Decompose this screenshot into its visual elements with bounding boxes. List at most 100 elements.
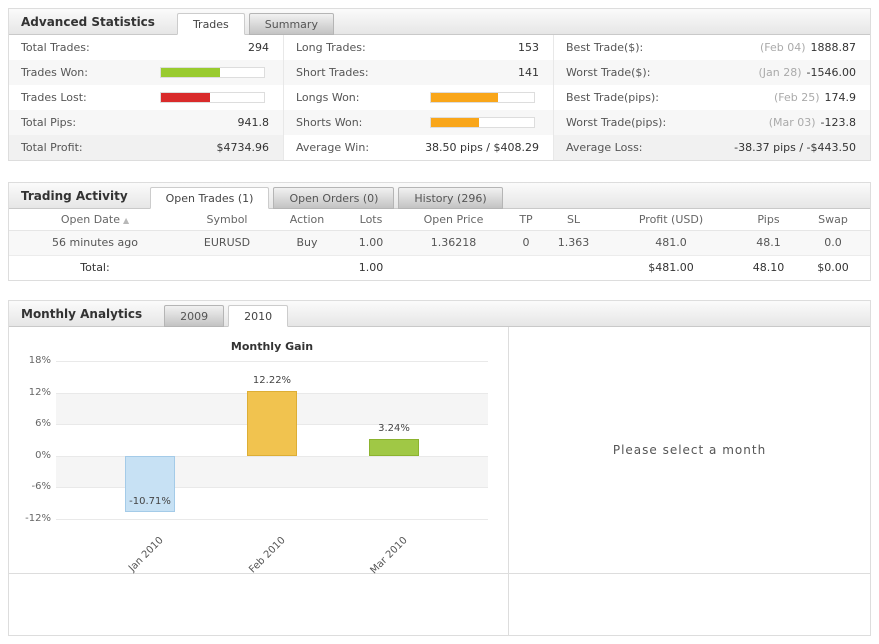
grid-line	[56, 455, 488, 457]
cell-pips: 48.1	[741, 230, 796, 256]
y-tick-label: 12%	[28, 386, 51, 398]
stat-number: 174.9	[824, 91, 857, 104]
select-month-placeholder: Please select a month	[612, 443, 767, 457]
stat-value: (Mar 03) -123.8	[769, 116, 856, 129]
stats-grid: Total Trades: 294 Trades Won: Trades Los…	[9, 35, 870, 160]
stat-long-trades: Long Trades: 153	[284, 35, 553, 60]
trading-activity-panel: Trading Activity Open Trades (1) Open Or…	[8, 182, 871, 281]
trades-won-bar-fill	[161, 68, 220, 77]
stats-column-3: Best Trade($): (Feb 04) 1888.87 Worst Tra…	[553, 35, 870, 160]
chart-title: Monthly Gain	[230, 340, 314, 353]
stat-label: Best Trade($):	[566, 41, 644, 54]
header-label: Open Date	[60, 212, 120, 226]
total-swap: $0.00	[817, 261, 849, 275]
tab-open-orders[interactable]: Open Orders (0)	[273, 187, 395, 209]
cell-symbol: EURUSD	[181, 230, 273, 256]
stat-value: 294	[248, 41, 269, 54]
stat-value: (Feb 25) 174.9	[774, 91, 856, 104]
grid-band	[56, 455, 488, 488]
header-lots[interactable]: Lots	[341, 209, 401, 231]
stat-label: Total Trades:	[21, 41, 90, 54]
advanced-statistics-title: Advanced Statistics	[21, 14, 155, 29]
stat-value: 141	[518, 66, 539, 79]
total-row: Total: 1.00 $481.00 48.10 $0.00	[9, 255, 870, 280]
stat-date: (Feb 04)	[759, 41, 806, 54]
empty-cell	[273, 255, 341, 280]
monthly-gain-chart: Monthly Gain 18% 12% 6% 0% -6% -12% -10.71% 12…	[9, 327, 509, 576]
header-tp[interactable]: TP	[506, 209, 546, 231]
stat-longs-won: Longs Won:	[284, 85, 553, 110]
advanced-statistics-header: Advanced Statistics Trades Summary	[9, 9, 870, 35]
empty-cell	[506, 255, 546, 280]
stat-value: -38.37 pips / -$443.50	[734, 141, 856, 154]
grid-line	[56, 519, 488, 520]
monthly-analytics-title: Monthly Analytics	[21, 306, 143, 321]
total-lots: 1.00	[358, 261, 384, 275]
cell-lots: 1.00	[341, 230, 401, 256]
tab-trades[interactable]: Trades	[176, 13, 245, 35]
stat-label: Long Trades:	[296, 41, 366, 54]
tab-history[interactable]: History (296)	[398, 187, 503, 209]
y-tick-label: -12%	[25, 513, 51, 524]
header-swap[interactable]: Swap	[796, 209, 870, 231]
stat-worst-trade-pips: Worst Trade(pips): (Mar 03) -123.8	[554, 110, 870, 135]
chart-bar-jan-2010[interactable]	[125, 455, 175, 513]
empty-cell	[181, 255, 273, 280]
advanced-statistics-panel: Advanced Statistics Trades Summary Total…	[8, 8, 871, 161]
trading-activity-header: Trading Activity Open Trades (1) Open Or…	[9, 183, 870, 209]
stat-number: -123.8	[820, 116, 856, 129]
stat-label: Worst Trade($):	[566, 66, 651, 79]
tab-summary[interactable]: Summary	[248, 13, 334, 35]
stat-worst-trade-usd: Worst Trade($): (Jan 28) -1546.00	[554, 60, 870, 85]
shorts-won-bar	[430, 117, 535, 128]
stat-label: Short Trades:	[296, 66, 369, 79]
header-open-price[interactable]: Open Price	[401, 209, 506, 231]
trades-lost-bar-fill	[161, 93, 211, 102]
month-detail-panel: Please select a month	[509, 327, 870, 573]
header-open-date[interactable]: Open Date ▲	[9, 209, 181, 231]
grid-line	[56, 487, 488, 489]
y-tick-label: 18%	[28, 355, 51, 366]
stat-average-win: Average Win: 38.50 pips / $408.29	[284, 135, 553, 160]
stat-value: $4734.96	[216, 141, 270, 154]
bottom-left-cell	[9, 574, 509, 635]
cell-open-date: 56 minutes ago	[9, 230, 181, 256]
header-symbol[interactable]: Symbol	[181, 209, 273, 231]
sort-ascending-icon: ▲	[123, 215, 130, 225]
header-profit[interactable]: Profit (USD)	[601, 209, 741, 231]
trading-activity-title: Trading Activity	[21, 188, 128, 203]
tab-2009[interactable]: 2009	[164, 305, 225, 327]
chart-bar-feb-2010[interactable]	[247, 391, 297, 456]
cell-sl: 1.363	[546, 230, 601, 256]
y-tick-label: 6%	[35, 418, 51, 430]
tab-2010[interactable]: 2010	[228, 305, 289, 327]
y-tick-label: 0%	[35, 449, 51, 461]
stats-column-2: Long Trades: 153 Short Trades: 141 Longs…	[283, 35, 553, 160]
chart-x-axis: Jan 2010 Feb 2010 Mar 2010	[56, 525, 488, 576]
cell-swap: 0.0	[796, 230, 870, 256]
cell-profit: 481.0	[601, 230, 741, 256]
longs-won-bar	[430, 92, 535, 103]
header-sl[interactable]: SL	[546, 209, 601, 231]
tab-open-trades[interactable]: Open Trades (1)	[149, 187, 270, 209]
stat-value: 38.50 pips / $408.29	[425, 141, 539, 154]
monthly-analytics-body: Monthly Gain 18% 12% 6% 0% -6% -12% -10.71% 12…	[9, 327, 870, 576]
stat-label: Total Profit:	[21, 141, 83, 154]
trades-lost-bar	[160, 92, 265, 103]
stat-total-profit: Total Profit: $4734.96	[9, 135, 283, 160]
stat-total-trades: Total Trades: 294	[9, 35, 283, 60]
stat-label: Worst Trade(pips):	[566, 116, 667, 129]
chart-bar-mar-2010[interactable]	[369, 438, 419, 456]
stat-label: Trades Lost:	[21, 91, 87, 104]
header-pips[interactable]: Pips	[741, 209, 796, 231]
shorts-won-bar-fill	[431, 118, 480, 127]
table-header-row: Open Date ▲ Symbol Action Lots Open Price…	[9, 209, 870, 231]
stat-average-loss: Average Loss: -38.37 pips / -$443.50	[554, 135, 870, 160]
total-pips: 48.10	[752, 261, 785, 275]
header-action[interactable]: Action	[273, 209, 341, 231]
stat-date: (Mar 03)	[768, 116, 816, 129]
stat-value: (Feb 04) 1888.87	[760, 41, 856, 54]
chart-y-axis: 18% 12% 6% 0% -6% -12%	[9, 355, 53, 524]
cell-tp: 0	[506, 230, 546, 256]
